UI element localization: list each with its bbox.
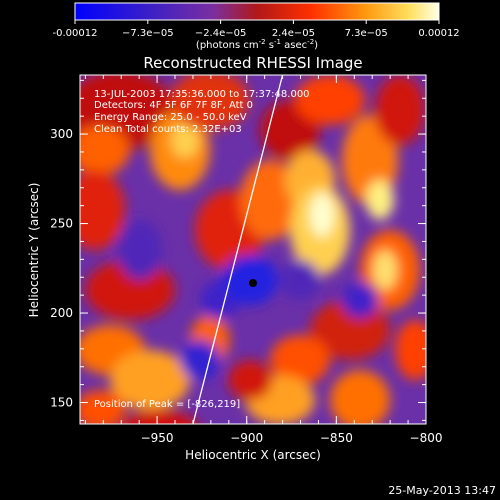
- colorbar-ticks: [74, 20, 440, 24]
- emission-region: [171, 122, 199, 158]
- colorbar-tick-label: 7.3e−05: [345, 28, 388, 39]
- chart-title: Reconstructed RHESSI Image: [143, 54, 362, 72]
- limb-line: [192, 75, 284, 424]
- colorbar-tick-label: 0.00012: [418, 28, 459, 39]
- x-tick-label: −850: [320, 431, 353, 445]
- emission-region: [80, 125, 130, 175]
- emission-region: [342, 282, 378, 318]
- annotation-block: 13-JUL-2003 17:35:36.000 to 17:37:48.000…: [94, 89, 310, 410]
- plot-frame: [79, 74, 427, 425]
- emission-region: [170, 75, 250, 130]
- heatmap-image: [80, 75, 426, 424]
- y-tick-label: 250: [50, 217, 73, 231]
- annotation-energy: Energy Range: 25.0 - 50.0 keV: [94, 112, 247, 123]
- emission-region: [310, 193, 334, 237]
- emission-region: [270, 335, 330, 385]
- y-axis-ticks: 150 200 250 300: [50, 79, 426, 421]
- y-tick-label: 200: [50, 306, 73, 320]
- emission-region: [80, 170, 125, 250]
- emission-region: [180, 340, 220, 380]
- annotation-time: 13-JUL-2003 17:35:36.000 to 17:37:48.000: [94, 89, 310, 100]
- emission-region: [121, 410, 199, 424]
- emission-region: [280, 260, 320, 300]
- annotation-detectors: Detectors: 4F 5F 6F 7F 8F, Att 0: [94, 100, 253, 111]
- x-tick-label: −900: [230, 431, 263, 445]
- emission-region: [222, 255, 278, 305]
- emission-region: [110, 350, 190, 410]
- annotation-peak: Position of Peak = [-826,219]: [94, 399, 240, 410]
- footer-date: 25-May-2013 13:47: [388, 484, 496, 497]
- colorbar-tick-label: 2.4e−05: [272, 28, 315, 39]
- emission-region: [310, 300, 390, 360]
- y-axis-label: Heliocentric Y (arcsec): [27, 183, 41, 318]
- emission-region: [228, 360, 272, 400]
- colorbar-unit: (photons cm-2 s-1 asec-2): [196, 38, 318, 51]
- colorbar-tick-labels: -0.00012 −7.3e−05 −2.4e−05 2.4e−05 7.3e−05 0.…: [53, 28, 460, 39]
- emission-region: [373, 250, 397, 290]
- annotation-counts: Clean Total counts: 2.32E+03: [94, 124, 242, 135]
- x-tick-label: −800: [410, 431, 443, 445]
- emission-region: [118, 220, 162, 280]
- colorbar: [74, 2, 440, 21]
- colorbar-tick-label: −7.3e−05: [122, 28, 174, 39]
- y-tick-label: 300: [50, 127, 73, 141]
- emission-region: [375, 75, 425, 145]
- emission-region: [295, 75, 365, 125]
- emission-region: [330, 370, 390, 424]
- x-tick-label: −950: [141, 431, 174, 445]
- emission-region: [395, 320, 426, 380]
- colorbar-tick-label: -0.00012: [53, 28, 98, 39]
- x-axis-ticks: −950 −900 −850 −800: [84, 75, 443, 445]
- emission-region: [80, 390, 125, 424]
- peak-marker: [249, 279, 257, 287]
- x-axis-label: Heliocentric X (arcsec): [185, 448, 321, 462]
- colorbar-tick-label: −2.4e−05: [195, 28, 247, 39]
- y-tick-label: 150: [50, 396, 73, 410]
- emission-region: [366, 180, 394, 220]
- emission-region: [85, 260, 175, 320]
